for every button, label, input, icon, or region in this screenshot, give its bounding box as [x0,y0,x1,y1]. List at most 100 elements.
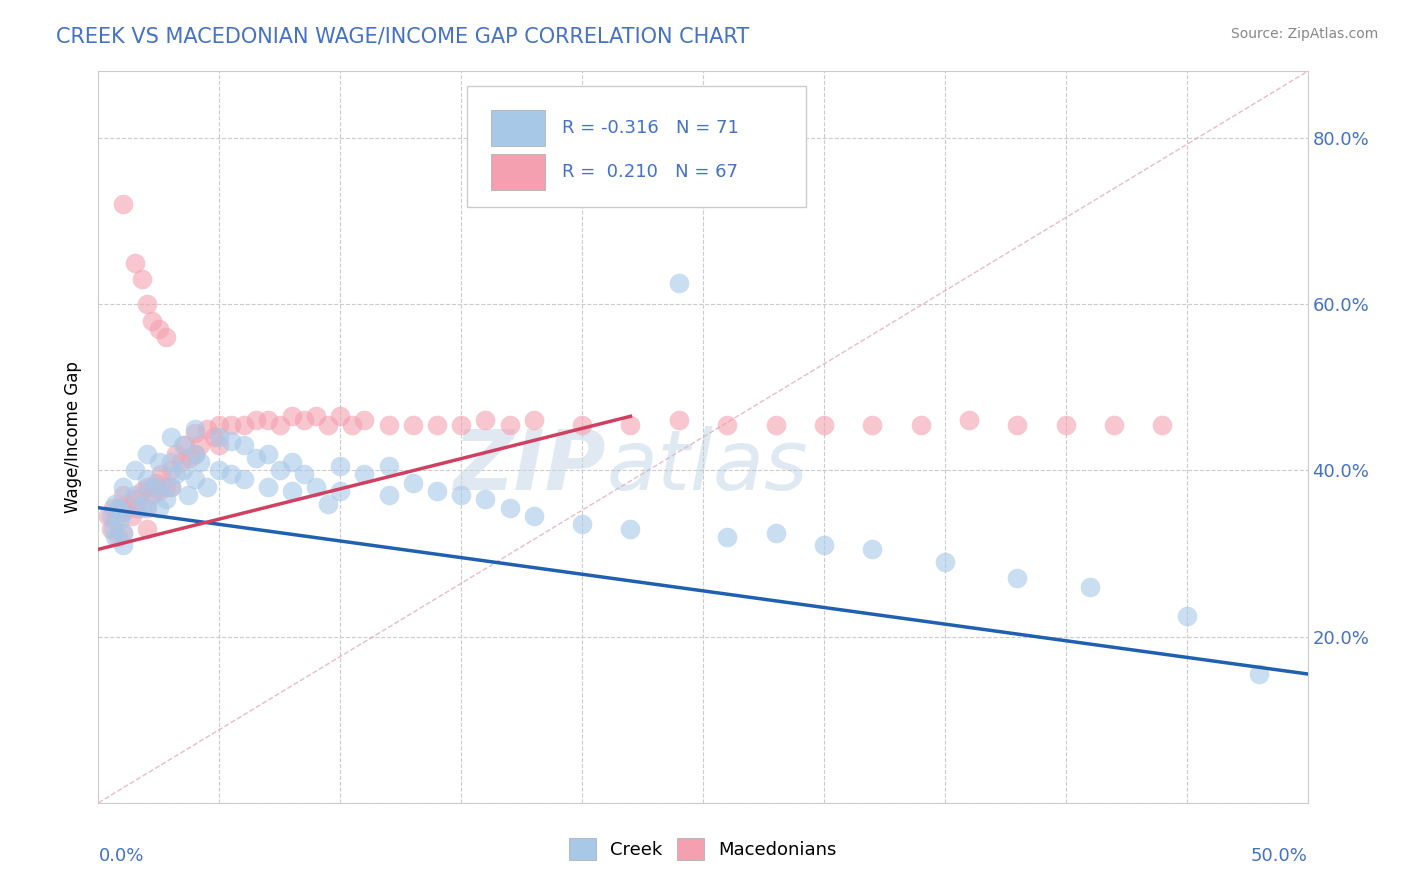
Point [232,417,254,432]
Point [124,463,146,477]
Point [104,497,127,511]
Point [305,409,328,424]
Point [232,438,254,452]
Point [860,417,883,432]
Point [571,417,593,432]
Point [221,467,243,482]
Point [184,472,207,486]
Point [498,417,520,432]
Point [342,417,364,432]
Point [131,484,153,499]
Point [208,438,231,452]
Point [329,409,352,424]
FancyBboxPatch shape [492,110,544,146]
Point [402,475,425,490]
Point [145,475,167,490]
Point [135,297,157,311]
Point [1078,580,1101,594]
Point [377,459,399,474]
Point [281,455,304,469]
Point [124,492,146,507]
Point [184,447,207,461]
Point [117,497,139,511]
Point [910,417,932,432]
Point [177,488,200,502]
Point [1054,417,1077,432]
Point [135,447,157,461]
Text: 50.0%: 50.0% [1251,847,1308,864]
Point [131,272,153,286]
Point [174,438,197,452]
Point [245,413,267,427]
Point [353,467,375,482]
Point [179,450,201,465]
Point [426,417,449,432]
Point [172,438,194,452]
Text: ZIP: ZIP [454,425,606,507]
FancyBboxPatch shape [467,86,806,207]
Point [108,500,131,515]
Point [148,455,170,469]
Point [188,438,211,452]
Point [281,409,304,424]
Point [195,422,218,436]
Point [860,542,883,557]
Point [813,538,835,552]
Point [619,417,641,432]
Point [329,484,352,499]
Point [135,472,157,486]
Point [131,500,153,515]
Point [101,521,124,535]
Point [108,513,131,527]
Point [127,500,149,515]
Point [716,417,738,432]
Point [256,413,278,427]
Point [402,417,425,432]
Point [111,525,134,540]
Point [100,509,122,524]
Point [523,413,546,427]
Point [474,492,496,507]
Point [316,497,339,511]
Legend: Creek, Macedonians: Creek, Macedonians [562,830,844,867]
Point [148,484,170,499]
Point [269,417,291,432]
Point [148,480,170,494]
Point [292,413,315,427]
Text: R =  0.210   N = 67: R = 0.210 N = 67 [561,163,738,181]
Point [934,555,956,569]
Point [160,480,183,494]
Point [160,455,183,469]
Point [221,434,243,449]
Text: 0.0%: 0.0% [98,847,143,864]
Point [204,430,226,444]
Point [184,447,207,461]
Point [155,492,177,507]
Point [269,463,291,477]
Point [1007,417,1029,432]
Point [316,417,339,432]
Point [305,480,328,494]
Point [957,413,980,427]
Point [141,480,163,494]
Point [450,488,472,502]
Point [141,488,163,502]
Point [104,530,127,544]
Point [1175,608,1198,623]
Point [1152,417,1174,432]
Point [148,500,170,515]
Point [184,422,207,436]
Point [107,530,129,544]
Point [668,277,690,291]
Point [619,521,641,535]
Point [135,521,157,535]
Point [450,417,472,432]
Point [148,322,170,336]
Point [155,330,177,344]
Point [208,463,231,477]
Point [160,430,183,444]
Point [160,463,183,477]
Point [135,500,157,515]
Point [135,480,157,494]
Point [107,500,129,515]
